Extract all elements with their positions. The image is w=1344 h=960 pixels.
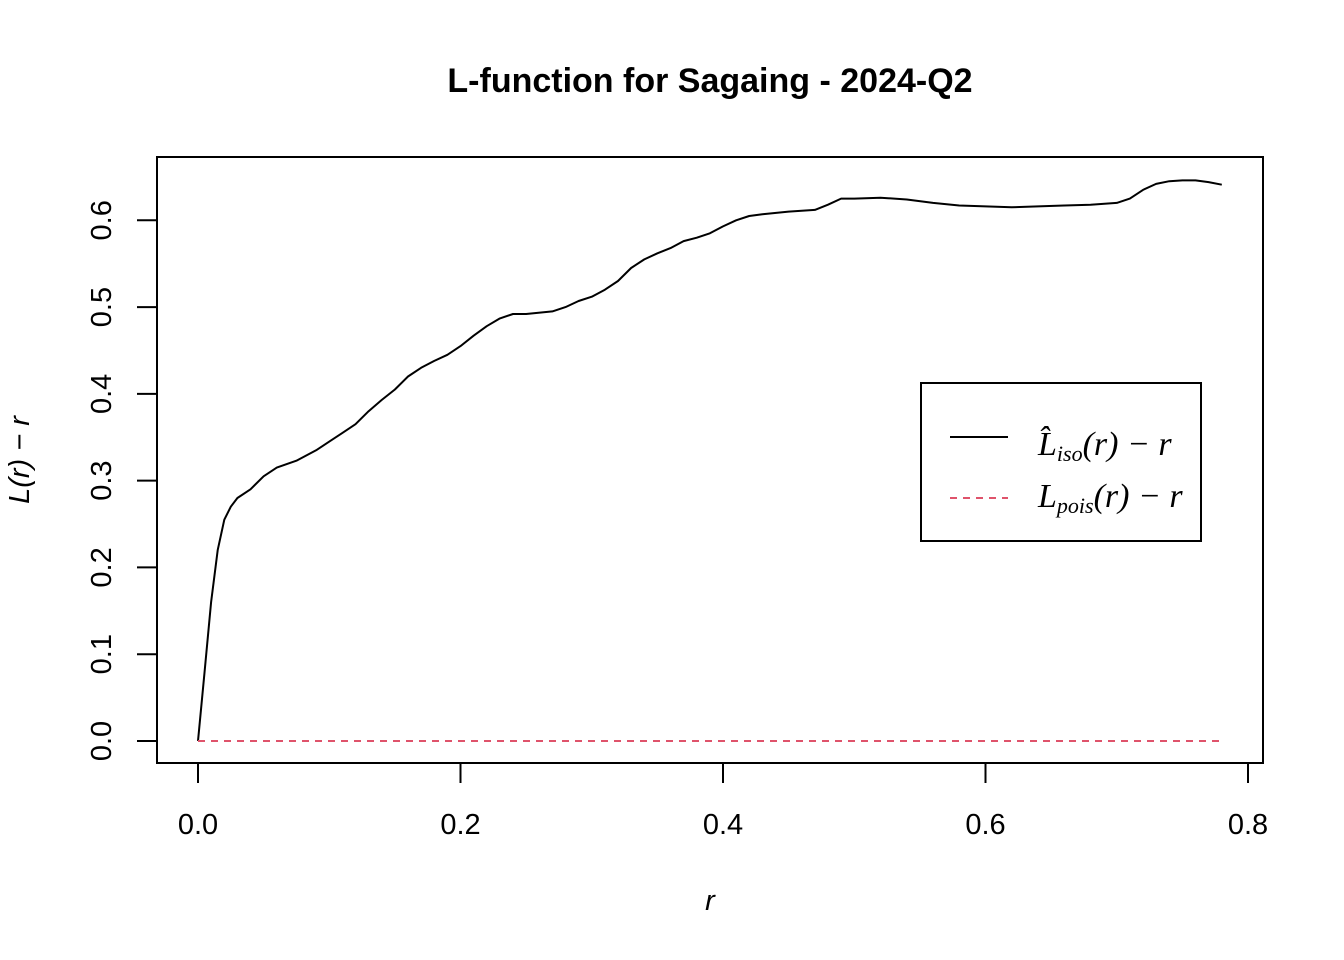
x-tick-label: 0.2 bbox=[440, 809, 480, 841]
legend-sub-iso: iso bbox=[1057, 441, 1083, 466]
y-axis-label: L(r) − r bbox=[4, 415, 36, 504]
x-tick-label: 0.4 bbox=[703, 809, 743, 841]
y-axis: 0.0 0.1 0.2 0.3 0.4 0.5 0.6 bbox=[86, 200, 158, 761]
y-tick-label: 0.2 bbox=[86, 547, 118, 587]
legend-sub-pois: pois bbox=[1055, 493, 1094, 518]
y-tick-label: 0.1 bbox=[86, 634, 118, 674]
y-tick-label: 0.5 bbox=[86, 287, 118, 327]
legend-rest-iso: (r) − r bbox=[1083, 426, 1173, 463]
legend-rest-pois: (r) − r bbox=[1094, 478, 1184, 515]
chart-title: L-function for Sagaing - 2024-Q2 bbox=[447, 62, 972, 100]
y-tick-label: 0.4 bbox=[86, 374, 118, 414]
legend-main-iso: L̂ bbox=[1037, 425, 1057, 463]
x-axis-label: r bbox=[705, 885, 716, 917]
x-tick-label: 0.8 bbox=[1228, 809, 1268, 841]
legend: L̂iso(r) − r Lpois(r) − r bbox=[920, 382, 1202, 542]
x-tick-label: 0.0 bbox=[178, 809, 218, 841]
series-line-iso bbox=[197, 179, 1222, 742]
legend-label-pois: Lpois(r) − r bbox=[1037, 478, 1183, 518]
x-tick-label: 0.6 bbox=[965, 809, 1005, 841]
y-tick-label: 0.0 bbox=[86, 721, 118, 761]
x-axis: 0.0 0.2 0.4 0.6 0.8 bbox=[178, 762, 1268, 841]
legend-label-iso: L̂iso(r) − r bbox=[1037, 425, 1172, 466]
legend-main-pois: L bbox=[1037, 478, 1057, 515]
y-tick-label: 0.3 bbox=[86, 460, 118, 500]
y-tick-label: 0.6 bbox=[86, 200, 118, 240]
series-layer bbox=[197, 179, 1222, 742]
legend-box bbox=[920, 382, 1202, 542]
